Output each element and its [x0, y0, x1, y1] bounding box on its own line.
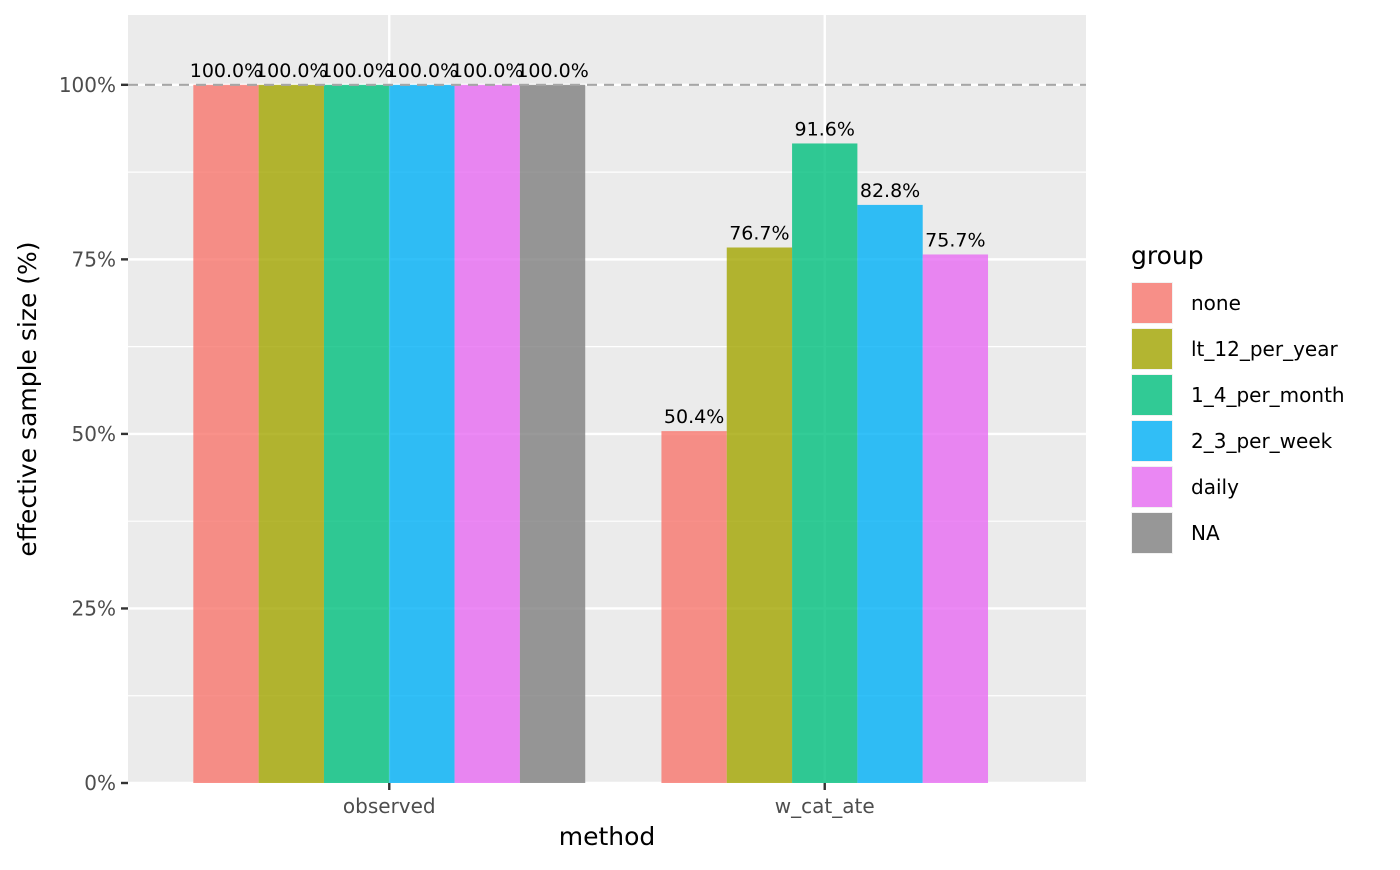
legend-label-daily: daily	[1191, 475, 1239, 499]
x-axis-title: method	[559, 822, 656, 851]
legend-label-2_3_per_week: 2_3_per_week	[1191, 429, 1333, 453]
bar-lt_12_per_year-w_cat_ate	[726, 247, 793, 783]
bar-labels: 100.0%100.0%100.0%100.0%100.0%100.0%50.4…	[190, 60, 986, 428]
bar-NA-observed	[519, 84, 586, 784]
legend-title: group	[1131, 241, 1204, 270]
legend: group none lt_12_per_year 1_4_per_month 2_3…	[1131, 241, 1345, 554]
bar-lt_12_per_year-observed	[258, 84, 324, 784]
legend-swatch-lt_12_per_year	[1132, 329, 1172, 369]
y-tick-label: 50%	[72, 422, 116, 446]
bar-label-none-observed: 100.0%	[190, 60, 262, 82]
bars	[193, 84, 989, 784]
bar-1_4_per_month-observed	[323, 84, 390, 784]
y-tick-label: 25%	[72, 596, 116, 620]
axes: 0% 25% 50% 75% 100% observed w_cat_ate	[59, 73, 875, 818]
bar-label-lt_12_per_year-observed: 100.0%	[255, 60, 327, 82]
bar-label-2_3_per_week-observed: 100.0%	[386, 60, 458, 82]
bar-label-NA-observed: 100.0%	[516, 60, 588, 82]
bar-2_3_per_week-observed	[389, 84, 455, 784]
bar-label-2_3_per_week-w_cat_ate: 82.8%	[860, 180, 920, 202]
bar-none-observed	[193, 84, 259, 784]
y-tick-label: 75%	[72, 247, 116, 271]
legend-swatch-daily	[1132, 467, 1172, 507]
y-tick-label: 100%	[59, 73, 116, 97]
legend-swatch-1_4_per_month	[1132, 375, 1172, 415]
bar-label-daily-w_cat_ate: 75.7%	[925, 229, 985, 251]
y-tick-label: 0%	[84, 771, 116, 795]
bar-daily-observed	[454, 84, 520, 784]
legend-label-1_4_per_month: 1_4_per_month	[1191, 383, 1345, 407]
bar-label-daily-observed: 100.0%	[451, 60, 523, 82]
bar-1_4_per_month-w_cat_ate	[792, 143, 858, 783]
bar-label-1_4_per_month-observed: 100.0%	[320, 60, 392, 82]
bar-label-none-w_cat_ate: 50.4%	[664, 406, 724, 428]
bar-label-lt_12_per_year-w_cat_ate: 76.7%	[729, 222, 789, 244]
legend-label-lt_12_per_year: lt_12_per_year	[1191, 337, 1338, 361]
bar-label-1_4_per_month-w_cat_ate: 91.6%	[795, 118, 855, 140]
legend-label-none: none	[1191, 291, 1241, 315]
legend-swatch-NA	[1132, 513, 1172, 553]
legend-swatch-2_3_per_week	[1132, 421, 1172, 461]
x-tick-label: observed	[343, 794, 436, 818]
bar-none-w_cat_ate	[661, 431, 727, 783]
x-tick-label: w_cat_ate	[775, 794, 875, 818]
y-axis-title: effective sample size (%)	[13, 241, 42, 556]
bar-daily-w_cat_ate	[922, 254, 989, 783]
legend-swatch-none	[1132, 283, 1172, 323]
legend-label-NA: NA	[1191, 521, 1220, 545]
bar-2_3_per_week-w_cat_ate	[857, 204, 923, 783]
